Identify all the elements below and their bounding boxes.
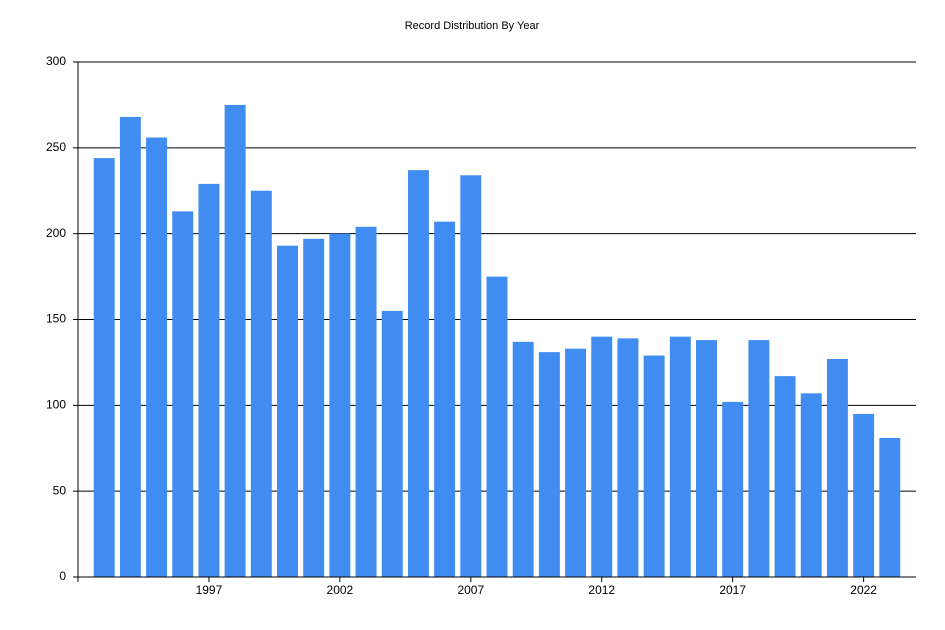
bar: [407, 170, 429, 577]
bar: [669, 336, 691, 577]
bar: [329, 233, 351, 577]
bar: [774, 376, 796, 577]
y-tick-label: 0: [59, 569, 66, 583]
bar: [277, 245, 298, 577]
bar: [696, 340, 717, 577]
bar: [434, 221, 456, 577]
bar: [617, 338, 639, 577]
bar: [565, 348, 587, 577]
bar: [355, 226, 377, 578]
y-tick-label: 300: [46, 54, 66, 68]
bar: [93, 158, 115, 577]
bar: [800, 393, 822, 577]
bar: [879, 437, 901, 577]
bar: [643, 355, 665, 577]
chart-title: Record Distribution By Year: [405, 20, 540, 32]
x-tick-label: 2022: [850, 583, 877, 597]
bar: [826, 358, 848, 577]
bar: [119, 116, 141, 577]
y-tick-label: 200: [46, 226, 66, 240]
x-tick-label: 1997: [196, 583, 223, 597]
bar: [512, 341, 534, 577]
bar: [224, 104, 246, 578]
bar: [538, 352, 560, 577]
bar: [460, 175, 482, 578]
y-tick-label: 150: [46, 312, 66, 326]
bar: [591, 336, 613, 577]
x-tick-label: 2017: [719, 583, 746, 597]
bar: [381, 310, 403, 577]
bar: [198, 183, 220, 577]
x-tick-label: 2002: [327, 583, 354, 597]
bar: [748, 340, 770, 577]
bar: [722, 401, 744, 577]
x-tick-label: 2007: [457, 583, 484, 597]
bar: [146, 137, 168, 578]
bar: [486, 276, 508, 577]
x-tick-label: 2012: [588, 583, 615, 597]
y-tick-label: 100: [46, 398, 66, 412]
y-tick-label: 50: [53, 483, 67, 497]
y-tick-label: 250: [46, 140, 66, 154]
bar: [853, 413, 875, 577]
bar: [303, 238, 325, 578]
bar: [172, 211, 194, 577]
bar: [250, 190, 272, 577]
